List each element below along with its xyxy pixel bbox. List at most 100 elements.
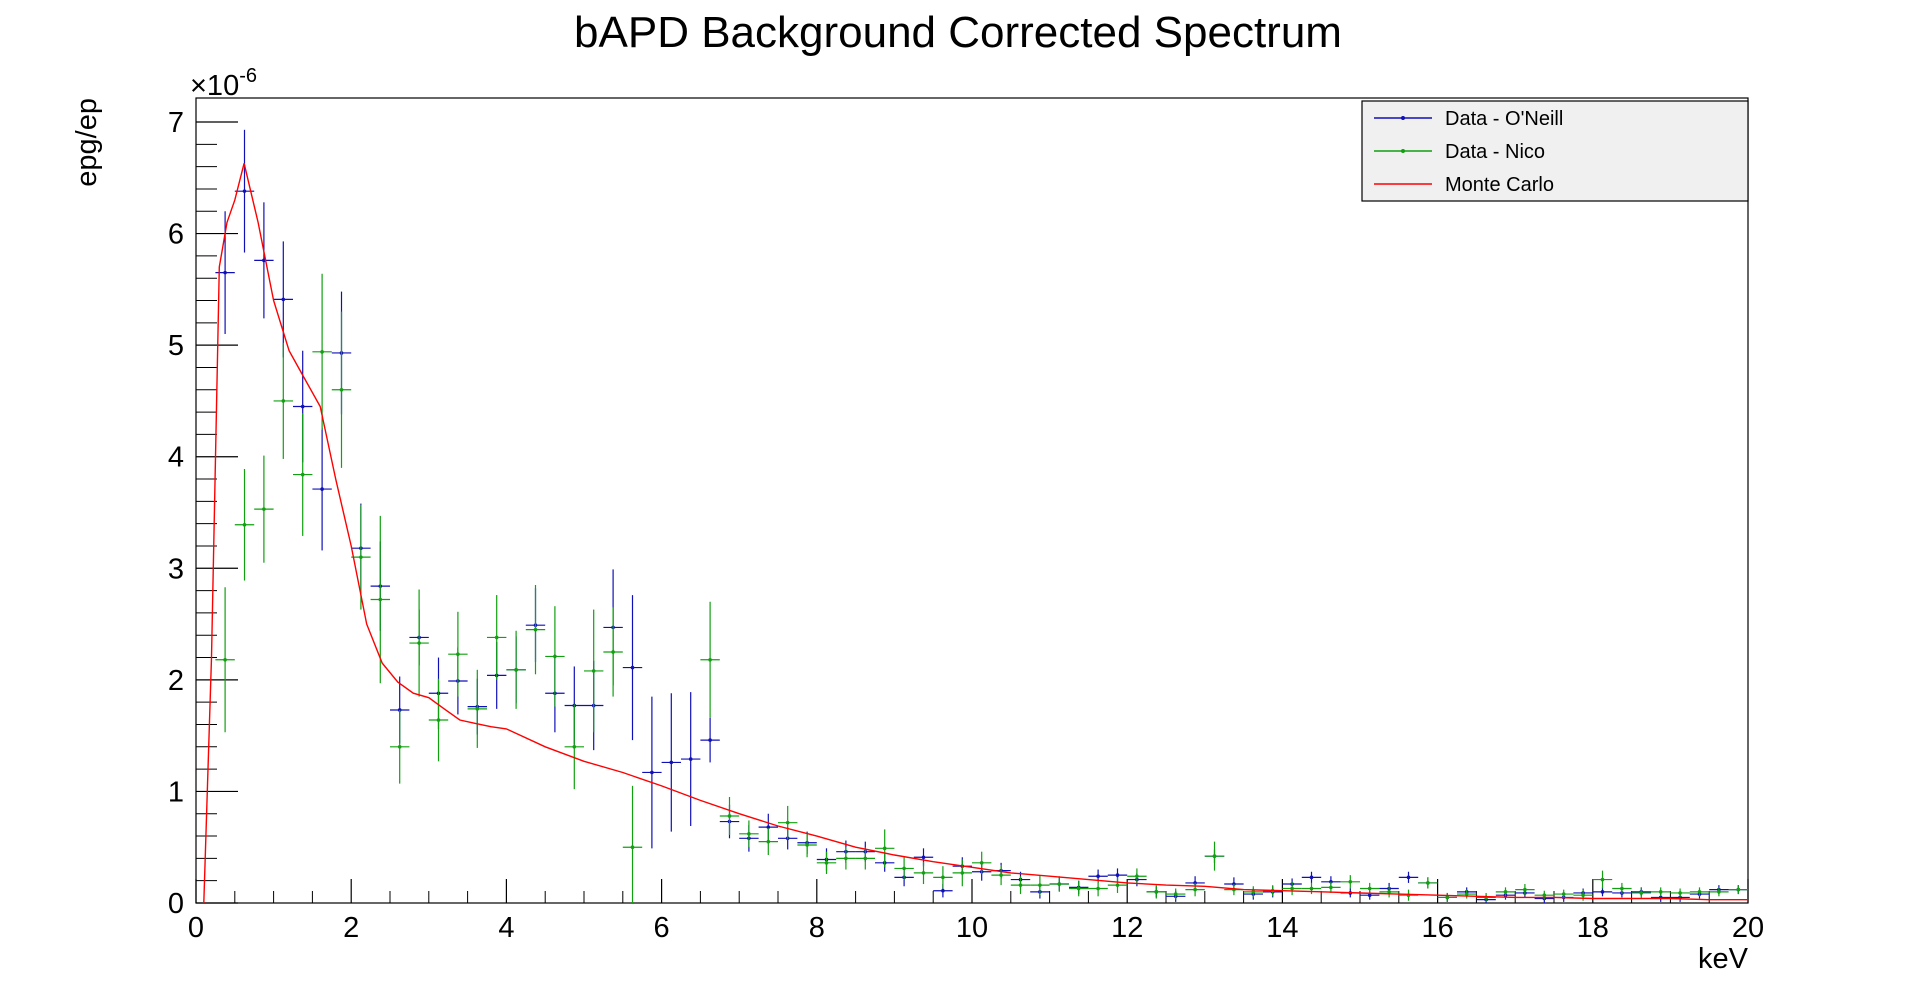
data-point (766, 839, 771, 844)
x-tick-label: 14 (1266, 912, 1298, 944)
data-point (611, 650, 615, 654)
y-tick-label: 7 (168, 107, 184, 139)
data-point (417, 641, 421, 645)
data-point (300, 404, 305, 409)
y-tick-label: 1 (168, 776, 184, 808)
data-point (1697, 890, 1702, 894)
data-point (999, 873, 1003, 877)
data-point (630, 845, 635, 850)
data-point (863, 856, 868, 861)
legend-label: Data - O'Neill (1445, 108, 1563, 130)
chart-title: bAPD Background Corrected Spectrum (574, 8, 1342, 57)
data-point (1173, 892, 1178, 896)
data-point (1503, 890, 1508, 894)
series-layer (203, 129, 1748, 904)
y-tick-label: 5 (168, 330, 184, 362)
data-point (805, 843, 809, 847)
y-tick-label: 2 (168, 665, 184, 697)
x-tick-label: 16 (1421, 912, 1453, 944)
data-point (242, 522, 247, 527)
data-point (1193, 887, 1197, 892)
data-point (1542, 893, 1547, 897)
data-point (591, 669, 596, 673)
data-point (921, 855, 926, 860)
y-exponent-power: -6 (239, 65, 257, 87)
data-point (960, 871, 965, 875)
y-exponent-label: ×10-6 (190, 65, 257, 102)
data-point (242, 189, 247, 193)
data-point (1057, 882, 1062, 886)
plot-frame (195, 97, 1749, 904)
x-tick-label: 8 (809, 912, 825, 944)
y-axis-label: epg/ep (71, 98, 103, 187)
data-point (708, 738, 712, 742)
data-point (1367, 886, 1372, 891)
x-axis: 0 2 4 6 8 10 12 14 16 18 20 (188, 879, 1764, 944)
data-point (1096, 886, 1100, 891)
data-point (1561, 892, 1566, 896)
data-point (281, 399, 286, 403)
data-point (979, 861, 984, 865)
data-point (1426, 881, 1430, 885)
data-point (882, 846, 887, 851)
data-point (514, 668, 518, 672)
x-tick-label: 6 (654, 912, 670, 944)
data-point (941, 875, 945, 880)
data-point (1736, 887, 1741, 892)
data-point (844, 856, 848, 861)
data-point (1018, 883, 1023, 887)
data-point (785, 820, 790, 825)
data-point (223, 270, 227, 275)
y-tick-label: 4 (168, 442, 184, 474)
x-tick-label: 20 (1732, 912, 1764, 944)
data-point (1348, 880, 1353, 884)
data-point (320, 350, 324, 354)
data-point (688, 757, 693, 761)
data-point (1620, 886, 1624, 891)
legend-label: Monte Carlo (1445, 174, 1554, 196)
x-tick-label: 4 (498, 912, 514, 944)
y-tick-label: 6 (168, 219, 184, 251)
data-point (1329, 885, 1333, 890)
legend-entry: Data - Nico (1374, 141, 1545, 163)
data-point (747, 832, 751, 836)
legend-entry: Data - O'Neill (1374, 108, 1563, 130)
y-tick-label: 0 (168, 888, 184, 920)
series-line (203, 163, 1748, 904)
data-point (1076, 886, 1081, 891)
data-point (397, 745, 402, 749)
data-point (436, 718, 441, 722)
data-point (1309, 886, 1314, 891)
data-point (727, 814, 732, 818)
data-point (1309, 875, 1314, 880)
data-point (339, 387, 344, 392)
data-point (630, 665, 635, 670)
data-point (456, 652, 460, 656)
data-point (494, 635, 499, 640)
data-point (1367, 893, 1372, 897)
data-point (1581, 893, 1585, 897)
data-point (1135, 874, 1139, 879)
x-tick-label: 18 (1577, 912, 1609, 944)
x-tick-label: 10 (956, 912, 988, 944)
data-point (1600, 890, 1605, 894)
legend-label: Data - Nico (1445, 141, 1545, 163)
data-point (475, 707, 480, 711)
y-tick-label: 3 (168, 553, 184, 585)
data-point (533, 627, 538, 632)
data-point (1464, 892, 1469, 896)
series-monte-carlo (203, 163, 1748, 904)
x-tick-label: 12 (1111, 912, 1143, 944)
data-point (1212, 854, 1217, 858)
y-exponent-base: ×10 (190, 70, 239, 102)
x-tick-label: 2 (343, 912, 359, 944)
data-point (1445, 895, 1450, 900)
data-point (766, 825, 771, 829)
data-point (359, 555, 363, 559)
data-point (1251, 890, 1256, 894)
data-point (281, 297, 286, 302)
series-data-o-neill (215, 129, 1748, 903)
data-point (1406, 875, 1411, 880)
data-point (902, 866, 906, 871)
